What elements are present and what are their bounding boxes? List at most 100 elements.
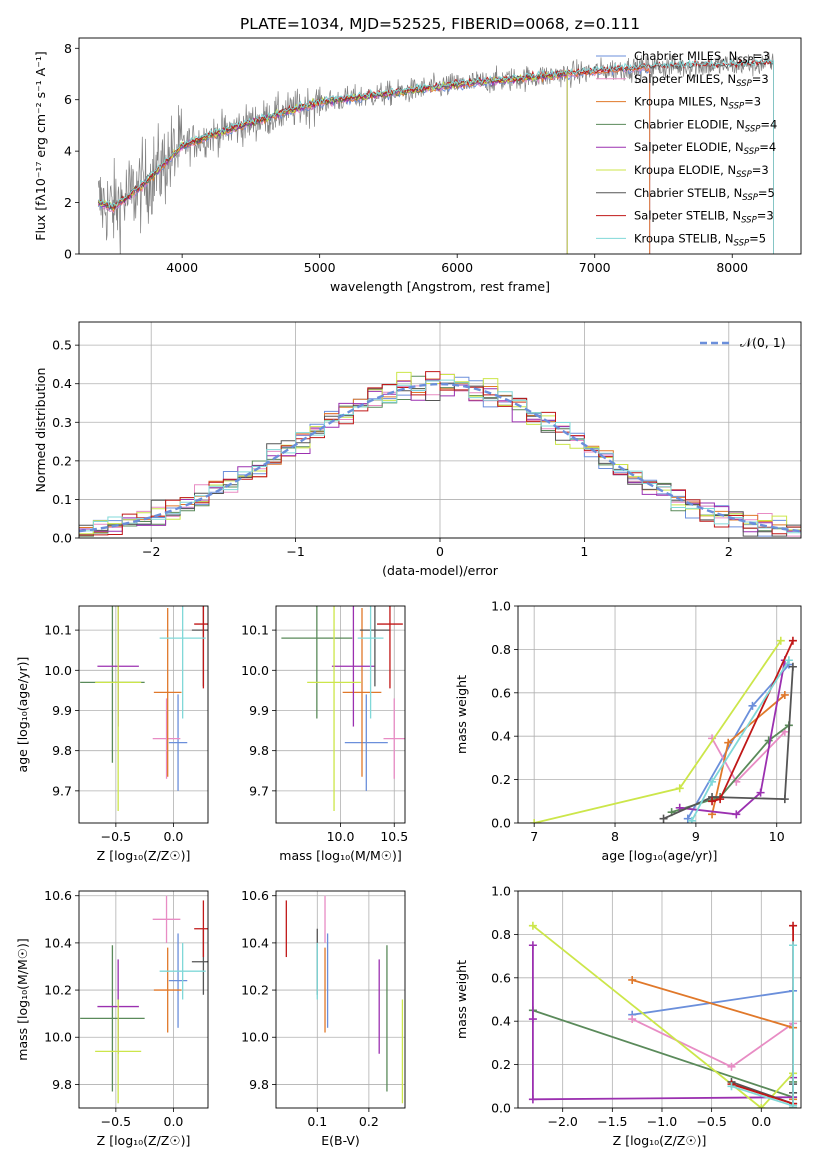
mass-weight-vs-age-ylabel: mass weight <box>454 675 469 754</box>
series-marker <box>727 1082 736 1091</box>
mass-vs-z-ylabel: mass [log₁₀(M/M☉)] <box>15 938 30 1060</box>
y-tick-label: 0.2 <box>491 772 511 787</box>
y-tick-label: 10.0 <box>241 663 269 678</box>
series-marker <box>764 736 773 745</box>
series-marker <box>659 814 668 823</box>
series-line <box>711 640 794 803</box>
series-line <box>663 666 794 820</box>
point-chabrier-stelib <box>359 606 390 687</box>
y-tick-label: 4 <box>64 144 72 159</box>
mass-vs-ebv-panel: 0.1 0.2 9.8 10.0 10.2 10.4 10.6 E(B-V) <box>241 888 406 1148</box>
x-tick-label: 0 <box>436 544 444 559</box>
point-chabrier-miles <box>168 933 188 1028</box>
y-tick-label: 0.8 <box>491 927 511 942</box>
y-tick-label: 2 <box>64 195 72 210</box>
spectrum-legend: Chabrier MILES, NSSP=3 Salpeter MILES, NS… <box>596 49 777 248</box>
series-kroupa-stelib <box>727 941 798 1108</box>
y-tick-label: 1.0 <box>491 599 511 614</box>
point-chabrier-elodie <box>80 945 145 1092</box>
y-tick-label: 10.0 <box>44 1030 72 1045</box>
y-tick-label: 10.1 <box>241 623 269 638</box>
y-tick-label: 0.0 <box>491 1101 511 1116</box>
series-marker <box>528 1095 537 1104</box>
y-tick-label: 0.4 <box>491 1014 511 1029</box>
point-salpeter-elodie <box>331 606 375 727</box>
legend-entry-label: Kroupa ELODIE, NSSP=3 <box>634 163 769 180</box>
age-vs-mass-xlabel: mass [log₁₀(M/M☉)] <box>279 848 401 863</box>
series-marker <box>716 795 725 804</box>
point-chabrier-miles <box>344 694 388 791</box>
point-kroupa-elodie <box>307 606 361 811</box>
y-tick-label: 9.7 <box>249 783 269 798</box>
series-marker <box>727 1062 736 1071</box>
point-kroupa-stelib <box>159 606 206 719</box>
point-kroupa-miles <box>342 608 382 777</box>
series-marker <box>780 795 789 804</box>
x-tick-label: 0.2 <box>359 1114 379 1129</box>
series-marker <box>788 662 797 671</box>
series-marker <box>530 819 539 823</box>
series-marker <box>780 690 789 699</box>
y-tick-label: 8 <box>64 41 72 56</box>
series-marker <box>732 810 741 819</box>
mass-vs-ebv-grid <box>276 891 405 1108</box>
y-tick-label: 10.2 <box>44 983 72 998</box>
residuals-ticks: −2 −1 0 1 2 0.0 0.1 0.2 0.3 0.4 0.5 <box>52 338 733 559</box>
legend-entry-label: Kroupa STELIB, NSSP=5 <box>634 231 766 248</box>
point-chabrier-miles <box>168 694 188 791</box>
x-tick-label: −1 <box>286 544 304 559</box>
mass-weight-vs-age-plot <box>530 636 797 823</box>
series-line <box>731 925 794 1105</box>
figure-title: PLATE=1034, MJD=52525, FIBERID=0068, z=0… <box>240 15 640 33</box>
mass-vs-z-plot <box>80 895 208 1104</box>
legend-entry-label: Salpeter ELODIE, NSSP=4 <box>634 140 776 157</box>
mass-weight-vs-z-ticks: −2.0 −1.5 −1.0 −0.5 0.0 0.0 0.2 0.4 0.6 0.8 1.0 <box>491 884 771 1130</box>
series-marker <box>628 975 637 984</box>
y-tick-label: 9.8 <box>52 743 72 758</box>
point-kroupa-elodie <box>95 606 142 811</box>
series-marker <box>708 797 717 806</box>
mass-vs-z-panel: −0.5 0.0 9.8 10.0 10.2 10.4 10.6 Z [log₁₀(Z/Z☉)… <box>15 888 209 1148</box>
mass-vs-ebv-ticks: 0.1 0.2 9.8 10.0 10.2 10.4 10.6 <box>241 888 379 1129</box>
legend-entry-label: Kroupa MILES, NSSP=3 <box>634 95 761 112</box>
y-tick-label: 0.2 <box>52 453 72 468</box>
age-vs-z-plot <box>80 606 208 811</box>
x-tick-label: 0.0 <box>751 1114 771 1129</box>
series-line <box>691 659 790 822</box>
age-vs-z-ylabel: age [log₁₀(age/yr)] <box>15 657 30 773</box>
series-marker <box>675 784 684 793</box>
y-tick-label: 0.3 <box>52 415 72 430</box>
series-chabrier-elodie <box>667 721 793 817</box>
x-tick-label: 8 <box>611 829 619 844</box>
series-marker <box>756 788 765 797</box>
mass-vs-ebv-frame <box>275 890 406 1109</box>
age-vs-z-panel: −0.5 0.0 9.7 9.8 9.9 10.0 10.1 Z [log₁₀(Z/Z☉)] a… <box>15 605 209 863</box>
y-tick-label: 0.0 <box>491 816 511 831</box>
y-tick-label: 10.0 <box>241 1030 269 1045</box>
y-tick-label: 6 <box>64 92 72 107</box>
legend-entry-label: 𝒩(0, 1) <box>740 335 786 350</box>
residuals-frame <box>78 321 802 539</box>
series-kroupa-stelib <box>687 656 793 823</box>
y-tick-label: 10.4 <box>44 935 72 950</box>
y-tick-label: 0.0 <box>52 531 72 546</box>
spectrum-panel: 4000 5000 6000 7000 8000 0 2 4 6 8 wavelength [Ang… <box>33 37 802 294</box>
spectrum-ylabel: Flux [fλ10⁻¹⁷ erg cm⁻² s⁻¹ A⁻¹] <box>33 51 48 240</box>
residuals-legend: 𝒩(0, 1) <box>700 335 786 350</box>
series-marker <box>784 656 793 665</box>
x-tick-label: −1.0 <box>647 1114 677 1129</box>
series-line <box>679 660 786 816</box>
x-tick-label: 7000 <box>579 260 611 275</box>
series-marker <box>757 1104 766 1108</box>
age-vs-z-grid <box>79 606 208 823</box>
age-vs-z-frame <box>78 605 209 824</box>
age-vs-z-ticks: −0.5 0.0 9.7 9.8 9.9 10.0 10.1 <box>44 623 183 844</box>
series-salpeter-elodie <box>675 656 789 819</box>
y-tick-label: 0.1 <box>52 492 72 507</box>
mass-weight-vs-age-frame <box>517 605 802 824</box>
y-tick-label: 1.0 <box>491 884 511 899</box>
y-tick-label: 0.8 <box>491 642 511 657</box>
spectrum-xlabel: wavelength [Angstrom, rest frame] <box>330 279 550 294</box>
legend-entry-label: Salpeter STELIB, NSSP=3 <box>634 209 774 226</box>
